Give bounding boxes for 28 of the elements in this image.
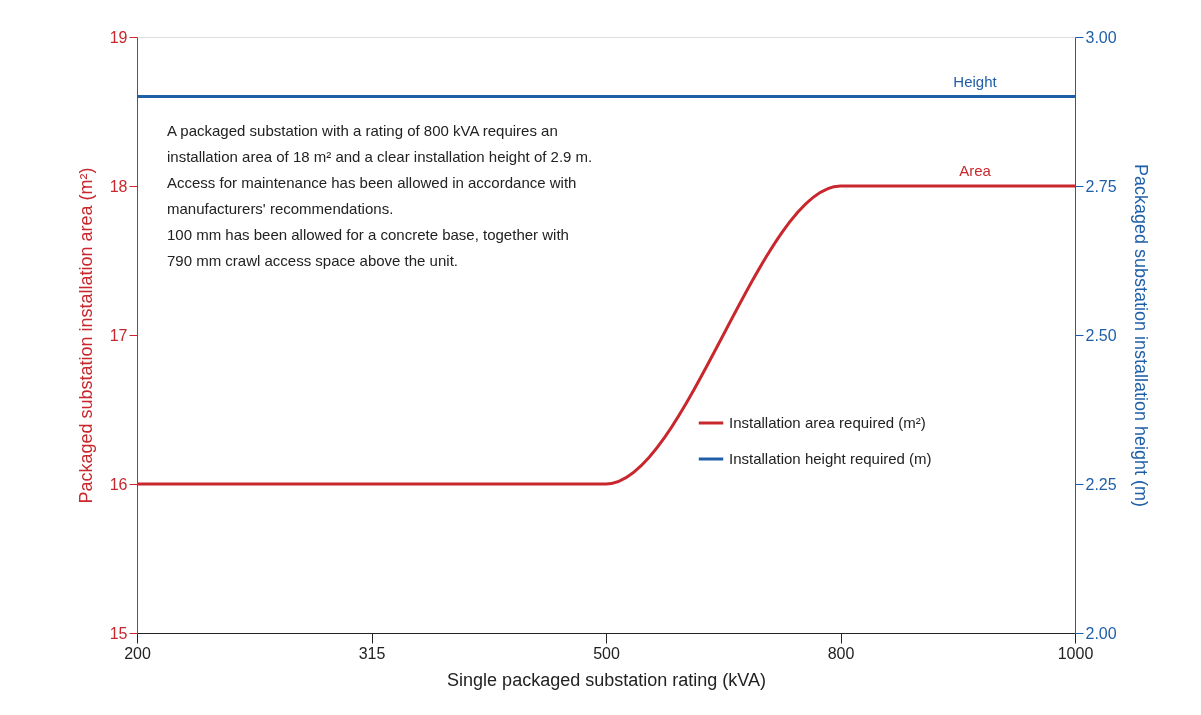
annotation: 100 mm has been allowed for a concrete base, together with — [167, 226, 569, 243]
y-tick-label: 17 — [109, 326, 128, 344]
y-tick-label: 19 — [109, 28, 128, 46]
y-tick-label: 16 — [109, 475, 128, 493]
annotation: Height — [953, 73, 998, 90]
y-tick-label: 15 — [109, 624, 128, 642]
annotation: Access for maintenance has been allowed in accordance with — [167, 174, 577, 191]
annotation: manufacturers' recommendations. — [167, 200, 394, 217]
y2-tick-label: 3.00 — [1085, 28, 1117, 46]
y-axis-title: Packaged substation installation area (m²) — [75, 167, 96, 504]
annotation: Area — [959, 162, 992, 179]
x-tick-label: 500 — [593, 644, 620, 662]
y2-axis-title: Packaged substation installation height (m) — [1130, 163, 1151, 508]
y2-tick-label: 2.25 — [1085, 475, 1117, 493]
annotation: A packaged substation with a rating of 800 kVA requires an — [167, 122, 558, 139]
x-tick-label: 200 — [124, 644, 151, 662]
y2-tick-label: 2.00 — [1085, 624, 1117, 642]
x-axis-title: Single packaged substation rating (kVA) — [447, 669, 766, 690]
x-tick-label: 800 — [827, 644, 855, 662]
annotation: 790 mm crawl access space above the unit. — [167, 252, 458, 269]
y2-tick-label: 2.50 — [1085, 326, 1117, 344]
x-tick-label: 1000 — [1057, 644, 1094, 662]
y2-tick-label: 2.75 — [1085, 177, 1117, 195]
legend-label: Installation area required (m²) — [729, 414, 926, 431]
annotation: installation area of 18 m² and a clear installation height of 2.9 m. — [167, 148, 593, 165]
x-tick-label: 315 — [358, 644, 386, 662]
legend-label: Installation height required (m) — [729, 450, 932, 467]
y-tick-label: 18 — [109, 177, 128, 195]
